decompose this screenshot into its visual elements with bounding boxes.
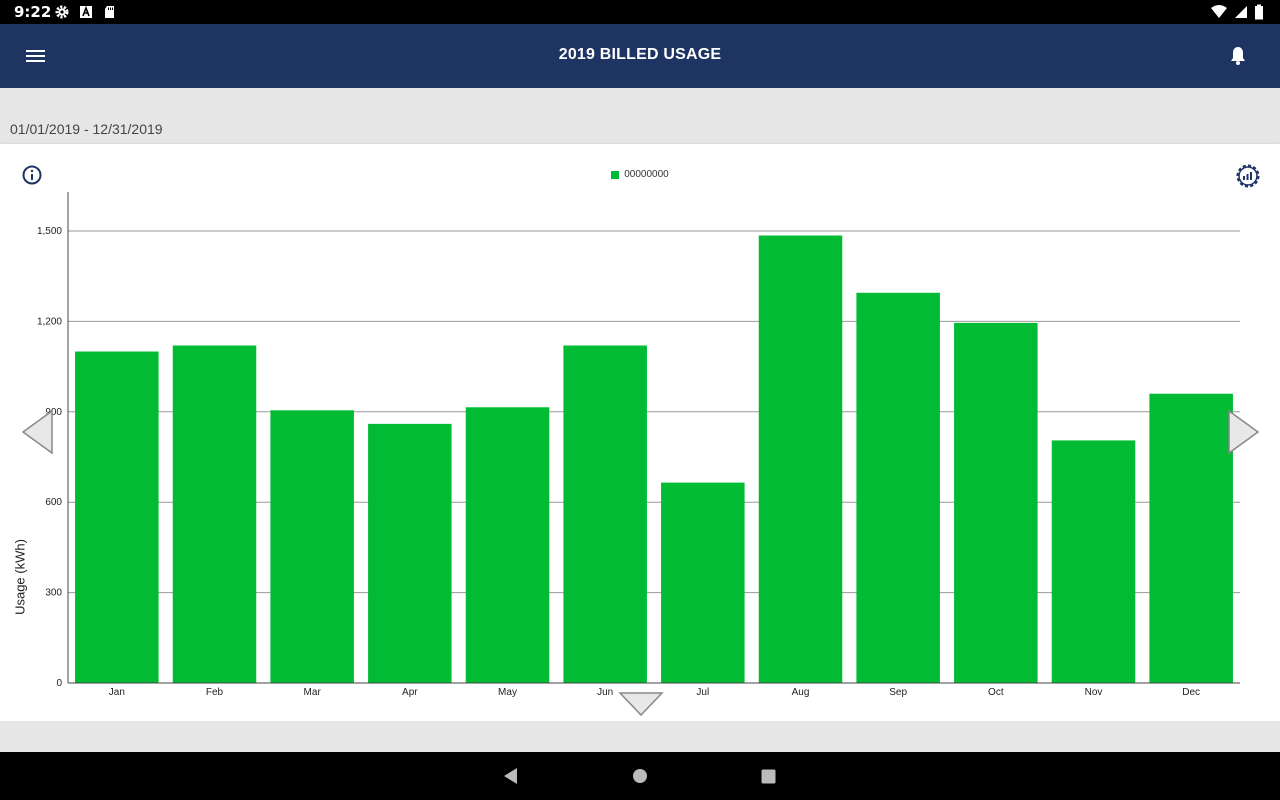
bar-jun[interactable] bbox=[563, 345, 647, 683]
a-icon bbox=[80, 5, 92, 18]
bar-jul[interactable] bbox=[661, 482, 745, 683]
gear-icon bbox=[55, 5, 69, 19]
home-icon[interactable] bbox=[632, 768, 648, 784]
date-range: 01/01/2019 - 12/31/2019 bbox=[10, 121, 163, 137]
legend-swatch bbox=[611, 170, 620, 179]
x-tick-label: Sep bbox=[889, 687, 907, 698]
chart-settings-icon bbox=[1236, 164, 1260, 188]
next-period-arrow[interactable] bbox=[1226, 409, 1262, 455]
x-tick-label: May bbox=[498, 687, 517, 698]
x-tick-label: Aug bbox=[792, 687, 810, 698]
wifi-icon bbox=[1211, 5, 1227, 18]
system-nav-bar bbox=[0, 752, 1280, 800]
bar-jan[interactable] bbox=[75, 351, 159, 683]
status-bar: 9:22 bbox=[0, 0, 1280, 24]
expand-down-arrow[interactable] bbox=[618, 691, 664, 717]
bar-apr[interactable] bbox=[368, 423, 452, 683]
x-tick-label: Jun bbox=[597, 687, 613, 698]
x-tick-label: Mar bbox=[304, 687, 322, 698]
y-tick-label: 300 bbox=[45, 588, 62, 599]
x-tick-label: Jul bbox=[696, 687, 709, 698]
menu-button[interactable] bbox=[22, 44, 50, 68]
signal-icon bbox=[1235, 6, 1247, 18]
y-tick-label: 600 bbox=[45, 497, 62, 508]
x-tick-label: Apr bbox=[402, 687, 418, 698]
x-tick-label: Nov bbox=[1085, 687, 1103, 698]
page-title: 2019 BILLED USAGE bbox=[558, 46, 722, 63]
x-tick-label: Jan bbox=[109, 687, 125, 698]
x-tick-label: Oct bbox=[988, 687, 1004, 698]
bar-may[interactable] bbox=[465, 407, 550, 683]
hamburger-menu-icon bbox=[26, 50, 45, 62]
y-tick-label: 0 bbox=[56, 678, 62, 689]
app-bar: 2019 BILLED USAGE bbox=[0, 24, 1280, 88]
status-icons-right bbox=[1210, 4, 1264, 20]
chart-legend: 00000000 bbox=[0, 169, 1280, 180]
notifications-button[interactable] bbox=[1226, 44, 1250, 68]
sd-card-icon bbox=[105, 6, 114, 18]
bar-aug[interactable] bbox=[758, 235, 843, 683]
y-tick-label: 1,200 bbox=[37, 316, 62, 327]
recents-icon[interactable] bbox=[761, 769, 776, 784]
info-button[interactable] bbox=[21, 164, 43, 186]
bar-nov[interactable] bbox=[1051, 440, 1136, 683]
battery-icon bbox=[1255, 4, 1263, 20]
bar-feb[interactable] bbox=[172, 345, 257, 683]
status-time: 9:22 bbox=[14, 3, 52, 21]
bottom-strip bbox=[0, 721, 1280, 752]
back-icon[interactable] bbox=[503, 767, 519, 785]
y-tick-label: 900 bbox=[45, 407, 62, 418]
y-tick-label: 1,500 bbox=[37, 226, 62, 237]
info-icon bbox=[22, 165, 42, 185]
legend-label: 00000000 bbox=[624, 169, 669, 180]
x-tick-label: Feb bbox=[206, 687, 224, 698]
bar-oct[interactable] bbox=[954, 322, 1038, 683]
chart-settings-button[interactable] bbox=[1234, 162, 1262, 190]
bar-sep[interactable] bbox=[856, 292, 940, 683]
usage-bar-chart: 0 300 600 900 1,200 1,500 Jan Feb Mar Apr May Jun Ju… bbox=[37, 192, 1240, 698]
status-icons-left bbox=[54, 4, 118, 20]
previous-period-arrow[interactable] bbox=[20, 409, 56, 455]
y-axis-label: Usage (kWh) bbox=[12, 539, 28, 615]
chart-card: 00000000 0 300 600 900 1,200 1,500 Jan Feb Mar Ap… bbox=[0, 144, 1280, 721]
bar-mar[interactable] bbox=[270, 410, 354, 683]
bar-dec[interactable] bbox=[1149, 393, 1233, 683]
bell-icon bbox=[1231, 47, 1245, 65]
x-tick-label: Dec bbox=[1182, 687, 1200, 698]
